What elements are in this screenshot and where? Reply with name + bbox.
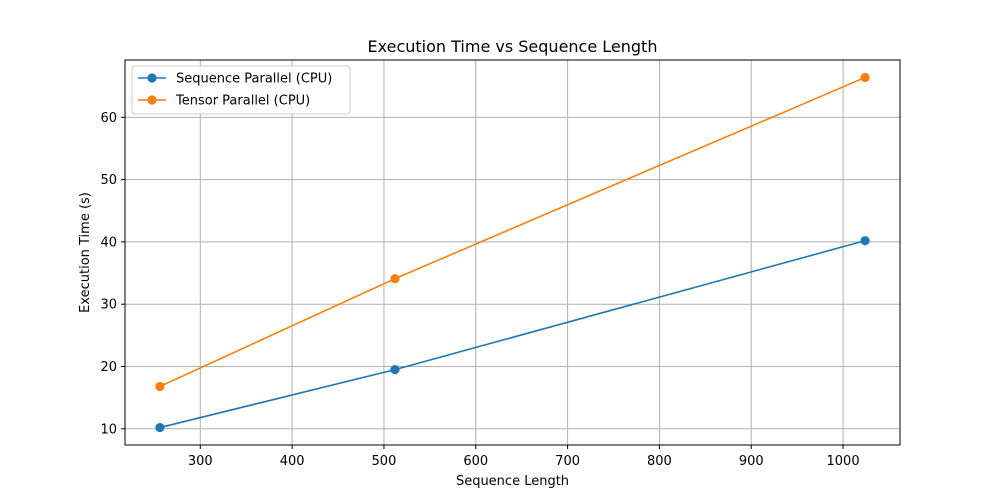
x-tick-label: 1000 bbox=[827, 454, 860, 469]
data-point bbox=[390, 274, 400, 284]
x-axis-ticks: 300 400 500 600 700 800 900 1000 bbox=[188, 445, 860, 469]
legend: Sequence Parallel (CPU) Tensor Parallel (… bbox=[131, 65, 351, 115]
legend-label: Sequence Parallel (CPU) bbox=[176, 72, 332, 87]
x-tick-label: 400 bbox=[280, 454, 305, 469]
y-axis-ticks: 10 20 30 40 50 60 bbox=[100, 111, 125, 437]
y-tick-label: 10 bbox=[100, 422, 117, 437]
y-tick-label: 40 bbox=[100, 235, 117, 250]
x-tick-label: 900 bbox=[739, 454, 764, 469]
x-tick-label: 800 bbox=[647, 454, 672, 469]
data-point bbox=[860, 72, 870, 83]
series-2 bbox=[155, 72, 870, 392]
x-tick-label: 600 bbox=[463, 454, 488, 469]
data-point bbox=[155, 422, 165, 433]
x-axis-label: Sequence Length bbox=[456, 474, 569, 489]
data-point bbox=[390, 365, 400, 375]
plot-area-frame bbox=[124, 59, 901, 446]
legend-box bbox=[131, 65, 351, 115]
legend-items: Sequence Parallel (CPU) Tensor Parallel (… bbox=[138, 72, 332, 109]
legend-item: Sequence Parallel (CPU) bbox=[138, 72, 332, 87]
y-tick-label: 50 bbox=[100, 173, 117, 188]
legend-marker bbox=[147, 95, 157, 105]
data-point bbox=[155, 381, 165, 392]
x-tick-label: 300 bbox=[188, 454, 213, 469]
grid-lines bbox=[125, 60, 900, 445]
x-tick-label: 700 bbox=[555, 454, 580, 469]
y-tick-label: 20 bbox=[100, 360, 117, 375]
y-tick-label: 30 bbox=[100, 298, 117, 313]
data-point bbox=[860, 236, 870, 246]
chart-title: Execution Time vs Sequence Length bbox=[368, 37, 658, 56]
series-layer bbox=[155, 72, 870, 433]
legend-label: Tensor Parallel (CPU) bbox=[175, 94, 310, 109]
y-axis-label: Execution Time (s) bbox=[78, 192, 93, 313]
y-tick-label: 60 bbox=[100, 111, 117, 126]
x-tick-label: 500 bbox=[372, 454, 397, 469]
series-1 bbox=[155, 236, 870, 433]
legend-item: Tensor Parallel (CPU) bbox=[138, 94, 310, 109]
legend-marker bbox=[147, 73, 157, 83]
